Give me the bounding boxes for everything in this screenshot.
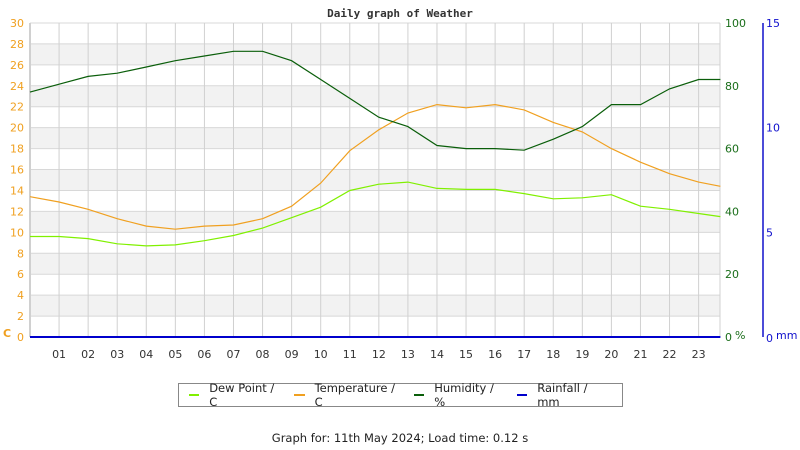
svg-text:20: 20: [604, 348, 618, 361]
svg-text:0: 0: [725, 331, 732, 344]
svg-text:80: 80: [725, 80, 739, 93]
weather-chart: Daily graph of Weather 02468101214161820…: [3, 7, 797, 361]
svg-text:30: 30: [10, 17, 24, 30]
legend-item-humidity: Humidity / %: [414, 381, 503, 409]
legend-label: Dew Point / C: [209, 381, 275, 409]
svg-text:18: 18: [10, 143, 24, 156]
temperature-unit-label: C: [3, 327, 11, 340]
svg-text:16: 16: [488, 348, 502, 361]
svg-text:60: 60: [725, 143, 739, 156]
svg-text:14: 14: [10, 184, 24, 197]
svg-text:16: 16: [10, 164, 24, 177]
svg-text:10: 10: [10, 226, 24, 239]
svg-text:07: 07: [226, 348, 240, 361]
svg-text:06: 06: [197, 348, 211, 361]
legend-label: Temperature / C: [314, 381, 395, 409]
legend-item-temperature: Temperature / C: [294, 381, 400, 409]
svg-text:03: 03: [110, 348, 124, 361]
legend-item-dew-point: Dew Point / C: [189, 381, 280, 409]
svg-text:22: 22: [663, 348, 677, 361]
hour-axis-ticks: 01 02 03 04 05 06 07 08 09 10 11 12 13 14 15 16 17 18 19 20…: [52, 348, 706, 361]
svg-text:10: 10: [314, 348, 328, 361]
dew-point-line: [30, 181, 721, 247]
graph-footer: Graph for: 11th May 2024; Load time: 0.1…: [271, 431, 529, 445]
svg-text:21: 21: [633, 348, 647, 361]
svg-text:10: 10: [766, 122, 780, 135]
legend-item-rainfall: Rainfall / mm: [517, 381, 608, 409]
dew-point-swatch-icon: [189, 394, 200, 396]
svg-text:14: 14: [430, 348, 444, 361]
svg-text:15: 15: [766, 17, 780, 30]
svg-text:01: 01: [52, 348, 66, 361]
svg-text:11: 11: [343, 348, 357, 361]
rainfall-axis-ticks: 0 5 10 15: [766, 17, 780, 345]
svg-text:100: 100: [725, 17, 746, 30]
svg-text:12: 12: [372, 348, 386, 361]
svg-text:0: 0: [766, 332, 773, 345]
humidity-unit-label: %: [735, 329, 745, 342]
rainfall-unit-label: mm: [776, 329, 797, 342]
legend-label: Humidity / %: [434, 381, 494, 409]
svg-text:2: 2: [17, 310, 24, 323]
humidity-line: [29, 50, 721, 151]
svg-text:28: 28: [10, 38, 24, 51]
svg-text:40: 40: [725, 205, 739, 218]
svg-text:12: 12: [10, 205, 24, 218]
svg-text:4: 4: [17, 289, 24, 302]
svg-text:19: 19: [575, 348, 589, 361]
chart-title: Daily graph of Weather: [327, 7, 473, 20]
svg-text:05: 05: [168, 348, 182, 361]
svg-text:26: 26: [10, 59, 24, 72]
rainfall-swatch-icon: [517, 394, 528, 396]
svg-text:20: 20: [10, 122, 24, 135]
plot-background-bands: [30, 23, 720, 337]
temperature-swatch-icon: [294, 394, 305, 396]
svg-text:08: 08: [256, 348, 270, 361]
svg-text:23: 23: [692, 348, 706, 361]
svg-text:02: 02: [81, 348, 95, 361]
svg-text:0: 0: [17, 331, 24, 344]
legend-label: Rainfall / mm: [537, 381, 588, 409]
svg-text:20: 20: [725, 268, 739, 281]
svg-text:22: 22: [10, 101, 24, 114]
svg-text:8: 8: [17, 247, 24, 260]
svg-text:04: 04: [139, 348, 153, 361]
svg-text:6: 6: [17, 268, 24, 281]
svg-text:18: 18: [546, 348, 560, 361]
svg-text:09: 09: [285, 348, 299, 361]
svg-text:17: 17: [517, 348, 531, 361]
humidity-swatch-icon: [414, 394, 425, 396]
humidity-axis-ticks: 0 20 40 60 80 100: [725, 17, 746, 344]
svg-text:13: 13: [401, 348, 415, 361]
data-series: [29, 50, 721, 338]
temperature-line: [29, 103, 721, 230]
svg-text:5: 5: [766, 226, 773, 239]
grid-lines: [30, 22, 721, 338]
svg-text:15: 15: [459, 348, 473, 361]
chart-legend: Dew Point / C Temperature / C Humidity /…: [178, 381, 623, 409]
svg-text:24: 24: [10, 80, 24, 93]
